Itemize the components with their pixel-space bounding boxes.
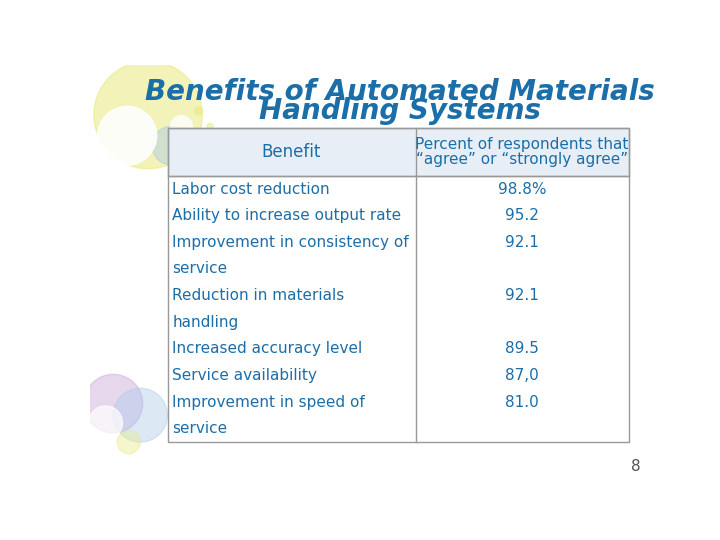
Text: 92.1: 92.1: [505, 235, 539, 250]
Text: Service availability: Service availability: [172, 368, 317, 383]
Text: Handling Systems: Handling Systems: [259, 97, 541, 125]
Text: service: service: [172, 421, 228, 436]
Circle shape: [117, 430, 140, 454]
Text: “agree” or “strongly agree”: “agree” or “strongly agree”: [416, 152, 628, 167]
Text: Benefits of Automated Materials: Benefits of Automated Materials: [145, 78, 655, 106]
Text: Reduction in materials: Reduction in materials: [172, 288, 344, 303]
Text: Percent of respondents that: Percent of respondents that: [415, 137, 629, 152]
Circle shape: [194, 107, 202, 115]
Text: Improvement in speed of: Improvement in speed of: [172, 395, 365, 410]
Text: 87,0: 87,0: [505, 368, 539, 383]
Text: Labor cost reduction: Labor cost reduction: [172, 181, 330, 197]
Circle shape: [171, 116, 192, 137]
Text: Ability to increase output rate: Ability to increase output rate: [172, 208, 401, 223]
Text: Increased accuracy level: Increased accuracy level: [172, 341, 362, 356]
Text: 92.1: 92.1: [505, 288, 539, 303]
Text: 95.2: 95.2: [505, 208, 539, 223]
Circle shape: [84, 374, 143, 433]
Circle shape: [113, 388, 168, 442]
Text: handling: handling: [172, 315, 238, 330]
Circle shape: [94, 61, 202, 168]
Circle shape: [89, 406, 122, 440]
Text: 81.0: 81.0: [505, 395, 539, 410]
Text: 98.8%: 98.8%: [498, 181, 546, 197]
Circle shape: [207, 123, 213, 130]
Circle shape: [98, 106, 157, 165]
Text: 89.5: 89.5: [505, 341, 539, 356]
Bar: [168, 128, 629, 176]
Circle shape: [152, 126, 191, 165]
Text: Improvement in consistency of: Improvement in consistency of: [172, 235, 409, 250]
Text: Benefit: Benefit: [262, 143, 321, 161]
Text: 8: 8: [631, 459, 640, 474]
Text: service: service: [172, 261, 228, 276]
Bar: [168, 128, 629, 442]
